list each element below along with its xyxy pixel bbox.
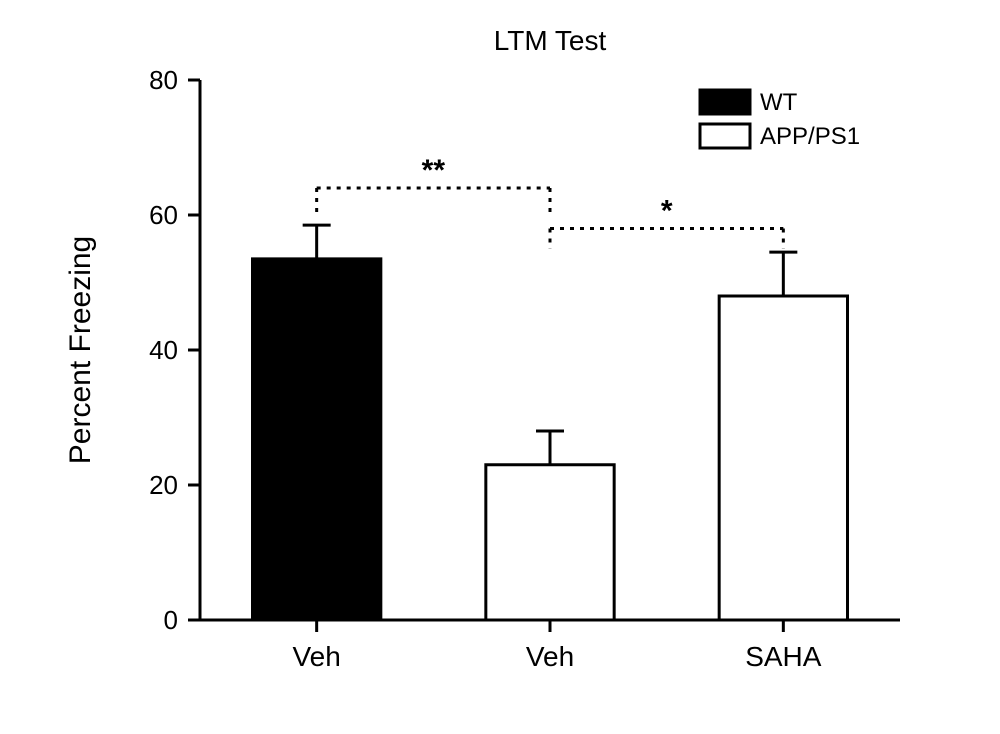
bar-chart-svg: LTM Test 0 20 40 60 80 Percent Freezing Veh Veh S…: [0, 0, 1000, 734]
x-category-label: SAHA: [745, 641, 822, 672]
y-axis-label: Percent Freezing: [64, 236, 97, 464]
significance-label: *: [661, 195, 673, 228]
legend-label: APP/PS1: [760, 123, 860, 150]
legend-label: WT: [760, 89, 798, 116]
y-tick-label: 60: [149, 200, 178, 230]
bar: [253, 259, 381, 620]
y-tick-label: 0: [164, 605, 178, 635]
chart-title: LTM Test: [494, 25, 607, 56]
x-category-label: Veh: [526, 641, 574, 672]
x-category-label: Veh: [293, 641, 341, 672]
chart-container: LTM Test 0 20 40 60 80 Percent Freezing Veh Veh S…: [0, 0, 1000, 734]
legend-swatch: [700, 124, 750, 148]
bar: [719, 296, 847, 620]
y-tick-label: 40: [149, 335, 178, 365]
legend-swatch: [700, 90, 750, 114]
y-tick-label: 20: [149, 470, 178, 500]
significance-label: **: [422, 154, 446, 187]
bar: [486, 465, 614, 620]
y-tick-label: 80: [149, 65, 178, 95]
